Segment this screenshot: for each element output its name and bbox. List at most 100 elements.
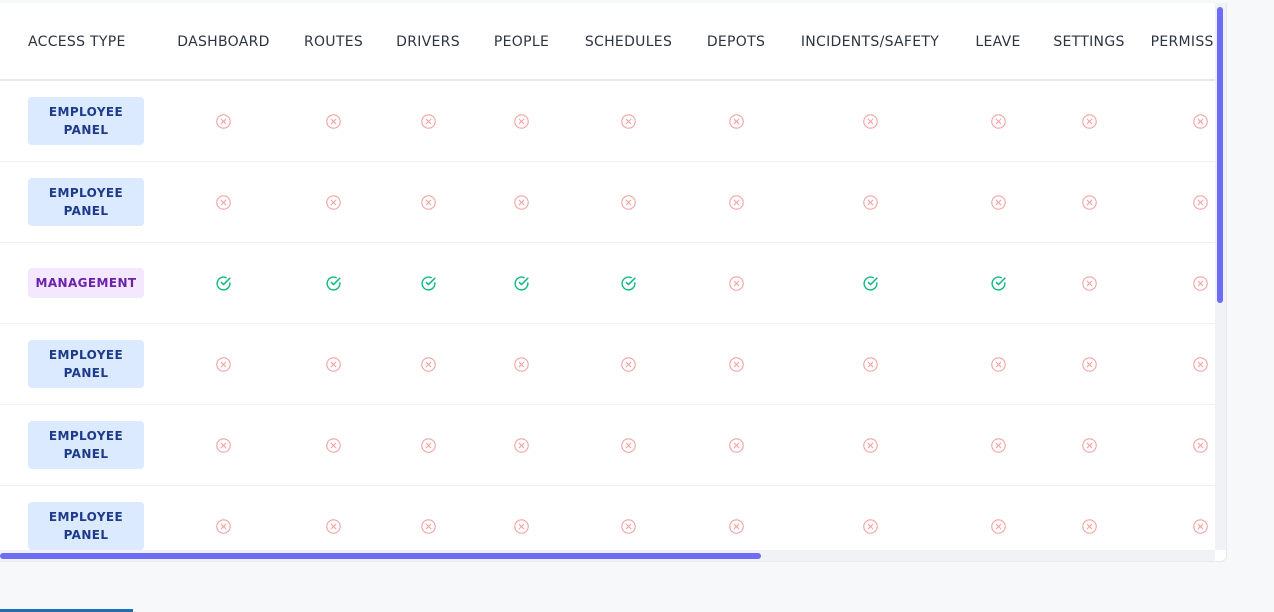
x-circle-icon — [1192, 275, 1209, 292]
x-circle-icon — [990, 194, 1007, 211]
permission-cell-routes — [287, 323, 380, 405]
x-circle-icon — [420, 113, 437, 130]
table-row[interactable]: EMPLOYEE PANEL — [0, 80, 1215, 162]
permission-cell-schedules — [567, 485, 690, 550]
permission-cell-incidents-safety — [782, 161, 958, 243]
access-type-badge: MANAGEMENT — [28, 267, 144, 298]
permissions-table-card: ACCESS TYPE DASHBOARD ROUTES DRIVERS PEOPLE S… — [0, 3, 1227, 562]
x-circle-icon — [1192, 356, 1209, 373]
x-circle-icon — [728, 356, 745, 373]
column-header-incidents-safety: INCIDENTS/SAFETY — [782, 3, 958, 81]
table-body: EMPLOYEE PANEL EMPLOYEE PANEL MANAGEMENT EM… — [0, 80, 1215, 550]
table-header-row: ACCESS TYPE DASHBOARD ROUTES DRIVERS PEOPLE S… — [0, 3, 1215, 81]
vertical-scroll-thumb[interactable] — [1217, 7, 1223, 303]
table-row[interactable]: MANAGEMENT — [0, 242, 1215, 324]
x-circle-icon — [620, 437, 637, 454]
access-type-cell: EMPLOYEE PANEL — [0, 161, 160, 243]
x-circle-icon — [215, 437, 232, 454]
access-type-cell: EMPLOYEE PANEL — [0, 323, 160, 405]
x-circle-icon — [1192, 437, 1209, 454]
x-circle-icon — [728, 113, 745, 130]
x-circle-icon — [620, 356, 637, 373]
bottom-accent-bar — [0, 609, 133, 612]
x-circle-icon — [990, 356, 1007, 373]
permission-cell-incidents-safety — [782, 242, 958, 324]
permission-cell-schedules — [567, 161, 690, 243]
permission-cell-people — [476, 323, 567, 405]
check-circle-icon — [862, 275, 879, 292]
x-circle-icon — [513, 518, 530, 535]
x-circle-icon — [513, 113, 530, 130]
access-type-cell: EMPLOYEE PANEL — [0, 80, 160, 162]
permission-cell-leave — [958, 161, 1038, 243]
x-circle-icon — [862, 437, 879, 454]
permission-cell-leave — [958, 404, 1038, 486]
permission-cell-routes — [287, 242, 380, 324]
access-type-badge: EMPLOYEE PANEL — [28, 177, 144, 226]
table-row[interactable]: EMPLOYEE PANEL — [0, 485, 1215, 550]
permission-cell-permissions — [1140, 80, 1215, 162]
permission-cell-permissions — [1140, 161, 1215, 243]
x-circle-icon — [990, 518, 1007, 535]
x-circle-icon — [728, 518, 745, 535]
x-circle-icon — [513, 356, 530, 373]
table-row[interactable]: EMPLOYEE PANEL — [0, 323, 1215, 405]
x-circle-icon — [620, 194, 637, 211]
x-circle-icon — [728, 194, 745, 211]
permission-cell-schedules — [567, 323, 690, 405]
permission-cell-incidents-safety — [782, 404, 958, 486]
column-header-depots: DEPOTS — [690, 3, 782, 81]
x-circle-icon — [1081, 275, 1098, 292]
access-type-badge: EMPLOYEE PANEL — [28, 420, 144, 469]
permission-cell-settings — [1038, 161, 1140, 243]
permission-cell-dashboard — [160, 161, 287, 243]
permission-cell-drivers — [380, 80, 476, 162]
x-circle-icon — [862, 356, 879, 373]
permission-cell-dashboard — [160, 404, 287, 486]
column-header-schedules: SCHEDULES — [567, 3, 690, 81]
table-row[interactable]: EMPLOYEE PANEL — [0, 404, 1215, 486]
x-circle-icon — [420, 518, 437, 535]
permission-cell-schedules — [567, 242, 690, 324]
permission-cell-permissions — [1140, 485, 1215, 550]
permission-cell-dashboard — [160, 242, 287, 324]
permission-cell-people — [476, 242, 567, 324]
permission-cell-people — [476, 404, 567, 486]
permission-cell-depots — [690, 404, 782, 486]
x-circle-icon — [728, 275, 745, 292]
column-header-settings: SETTINGS — [1038, 3, 1140, 81]
permission-cell-people — [476, 80, 567, 162]
permission-cell-drivers — [380, 242, 476, 324]
x-circle-icon — [325, 113, 342, 130]
access-type-cell: MANAGEMENT — [0, 242, 160, 324]
check-circle-icon — [513, 275, 530, 292]
x-circle-icon — [215, 194, 232, 211]
x-circle-icon — [1081, 113, 1098, 130]
permission-cell-leave — [958, 323, 1038, 405]
column-header-dashboard: DASHBOARD — [160, 3, 287, 81]
permission-cell-leave — [958, 80, 1038, 162]
permission-cell-leave — [958, 242, 1038, 324]
table-row[interactable]: EMPLOYEE PANEL — [0, 161, 1215, 243]
permission-cell-routes — [287, 161, 380, 243]
x-circle-icon — [1192, 518, 1209, 535]
x-circle-icon — [513, 437, 530, 454]
permission-cell-settings — [1038, 323, 1140, 405]
permission-cell-people — [476, 161, 567, 243]
permission-cell-settings — [1038, 485, 1140, 550]
horizontal-scroll-thumb[interactable] — [0, 553, 761, 559]
access-type-badge: EMPLOYEE PANEL — [28, 96, 144, 145]
check-circle-icon — [990, 275, 1007, 292]
x-circle-icon — [215, 518, 232, 535]
check-circle-icon — [325, 275, 342, 292]
x-circle-icon — [862, 113, 879, 130]
x-circle-icon — [420, 437, 437, 454]
x-circle-icon — [1081, 194, 1098, 211]
permission-cell-routes — [287, 404, 380, 486]
x-circle-icon — [990, 113, 1007, 130]
check-circle-icon — [620, 275, 637, 292]
permission-cell-permissions — [1140, 323, 1215, 405]
x-circle-icon — [1081, 356, 1098, 373]
access-type-cell: EMPLOYEE PANEL — [0, 485, 160, 550]
x-circle-icon — [325, 194, 342, 211]
